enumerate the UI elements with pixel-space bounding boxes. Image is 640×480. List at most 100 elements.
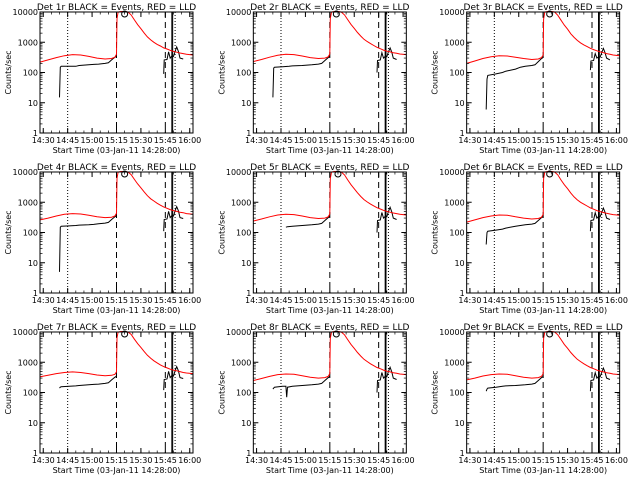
- y-axis-label: Counts/sec: [4, 210, 13, 254]
- marker-lines: [493, 332, 603, 453]
- x-axis-label: Start Time (03-Jan-11 14:28:00): [53, 466, 181, 475]
- y-tick-label: 10000: [13, 328, 38, 337]
- y-tick-label: 100: [23, 229, 38, 238]
- y-tick-label: 1000: [18, 198, 38, 207]
- x-tick-label: 15:00: [81, 136, 104, 145]
- x-tick-label: 14:45: [269, 136, 292, 145]
- y-tick-label: 10000: [13, 8, 38, 17]
- x-tick-label: 15:15: [318, 136, 341, 145]
- x-tick-label: 15:15: [532, 456, 555, 465]
- x-axis-label: Start Time (03-Jan-11 14:28:00): [53, 146, 181, 155]
- x-tick-label: 15:30: [556, 456, 579, 465]
- peak-circle-marker: [121, 10, 129, 18]
- x-tick-label: 14:45: [269, 456, 292, 465]
- panel-det-7: Det 7r BLACK = Events, RED = LLD 1 10 100 10…: [4, 323, 201, 475]
- y-tick-label: 10: [241, 99, 251, 108]
- y-tick-label: 1: [246, 289, 251, 298]
- y-axis-label: Counts/sec: [431, 50, 440, 94]
- x-tick-label: 15:45: [580, 136, 603, 145]
- peak-circle-marker: [121, 170, 129, 178]
- y-tick-label: 1: [460, 129, 465, 138]
- y-tick-label: 100: [236, 229, 251, 238]
- marker-lines: [493, 12, 603, 133]
- lld-series-line: [466, 11, 620, 64]
- x-tick-label: 15:15: [532, 296, 555, 305]
- panel-title: Det 2r BLACK = Events, RED = LLD: [250, 3, 409, 13]
- panel-title: Det 8r BLACK = Events, RED = LLD: [250, 323, 409, 333]
- x-tick-label: 14:30: [32, 296, 55, 305]
- y-tick-label: 1000: [231, 38, 251, 47]
- y-tick-label: 10000: [439, 8, 464, 17]
- x-tick-label: 15:15: [532, 136, 555, 145]
- x-tick-label: 14:45: [483, 296, 506, 305]
- x-tick-label: 15:45: [367, 296, 390, 305]
- events-series-line: [59, 215, 117, 272]
- panel-title: Det 1r BLACK = Events, RED = LLD: [37, 3, 196, 13]
- y-tick-label: 10000: [226, 168, 251, 177]
- x-tick-label: 15:30: [343, 136, 366, 145]
- x-tick-label: 14:30: [245, 136, 268, 145]
- y-tick-label: 1: [33, 289, 38, 298]
- lld-series-line: [40, 11, 193, 63]
- x-tick-label: 14:30: [32, 456, 55, 465]
- x-tick-label: 15:15: [105, 296, 128, 305]
- x-tick-label: 15:00: [507, 296, 530, 305]
- lld-series-line: [253, 11, 407, 63]
- x-tick-label: 15:15: [318, 456, 341, 465]
- x-tick-label: 14:30: [458, 296, 481, 305]
- y-tick-label: 10: [241, 419, 251, 428]
- panel-title: Det 7r BLACK = Events, RED = LLD: [37, 323, 196, 333]
- x-tick-label: 14:45: [56, 296, 79, 305]
- x-tick-label: 15:15: [105, 456, 128, 465]
- y-tick-label: 1000: [231, 358, 251, 367]
- x-axis-label: Start Time (03-Jan-11 14:28:00): [53, 306, 181, 315]
- events-series-line: [376, 46, 397, 73]
- y-axis-label: Counts/sec: [431, 210, 440, 254]
- y-tick-label: 100: [449, 229, 464, 238]
- lld-series-line: [40, 331, 193, 378]
- peak-circle-marker: [332, 330, 340, 338]
- panel-det-4: Det 4r BLACK = Events, RED = LLD 1 10 100 10…: [4, 163, 201, 315]
- y-tick-label: 10000: [13, 168, 38, 177]
- marker-lines: [280, 332, 389, 453]
- events-series-line: [485, 375, 544, 392]
- lld-series-line: [40, 171, 193, 221]
- x-tick-label: 14:30: [32, 136, 55, 145]
- events-series-line: [163, 365, 184, 391]
- y-tick-label: 10000: [226, 328, 251, 337]
- events-series-line: [589, 366, 611, 392]
- x-axis-label: Start Time (03-Jan-11 14:28:00): [266, 306, 394, 315]
- panel-det-9: Det 9r BLACK = Events, RED = LLD 1 10 100 10…: [431, 323, 628, 475]
- x-tick-label: 15:45: [580, 296, 603, 305]
- marker-lines: [280, 172, 389, 293]
- y-tick-label: 10000: [226, 8, 251, 17]
- x-tick-label: 14:45: [483, 136, 506, 145]
- peak-circle-marker: [546, 170, 554, 178]
- y-tick-label: 10: [454, 419, 464, 428]
- x-tick-label: 14:30: [245, 296, 268, 305]
- marker-lines: [280, 12, 389, 133]
- x-axis-label: Start Time (03-Jan-11 14:28:00): [266, 146, 394, 155]
- x-tick-label: 14:45: [269, 296, 292, 305]
- y-axis-label: Counts/sec: [217, 50, 226, 94]
- x-tick-label: 15:45: [154, 456, 177, 465]
- x-tick-label: 14:30: [245, 456, 268, 465]
- x-tick-label: 15:15: [105, 136, 128, 145]
- y-tick-label: 10: [28, 419, 38, 428]
- panel-title: Det 5r BLACK = Events, RED = LLD: [250, 163, 409, 173]
- x-axis-label: Start Time (03-Jan-11 14:28:00): [479, 306, 607, 315]
- y-tick-label: 100: [23, 69, 38, 78]
- x-tick-label: 15:45: [580, 456, 603, 465]
- panel-title: Det 3r BLACK = Events, RED = LLD: [464, 3, 623, 13]
- y-tick-label: 1: [33, 449, 38, 458]
- events-series-line: [485, 56, 544, 110]
- events-series-line: [272, 375, 331, 398]
- x-tick-label: 16:00: [605, 456, 628, 465]
- events-series-line: [272, 55, 331, 98]
- y-tick-label: 1000: [444, 198, 464, 207]
- y-tick-label: 10: [28, 99, 38, 108]
- y-tick-label: 10000: [439, 168, 464, 177]
- marker-lines: [493, 172, 603, 293]
- x-tick-label: 14:30: [458, 456, 481, 465]
- x-tick-label: 15:00: [507, 136, 530, 145]
